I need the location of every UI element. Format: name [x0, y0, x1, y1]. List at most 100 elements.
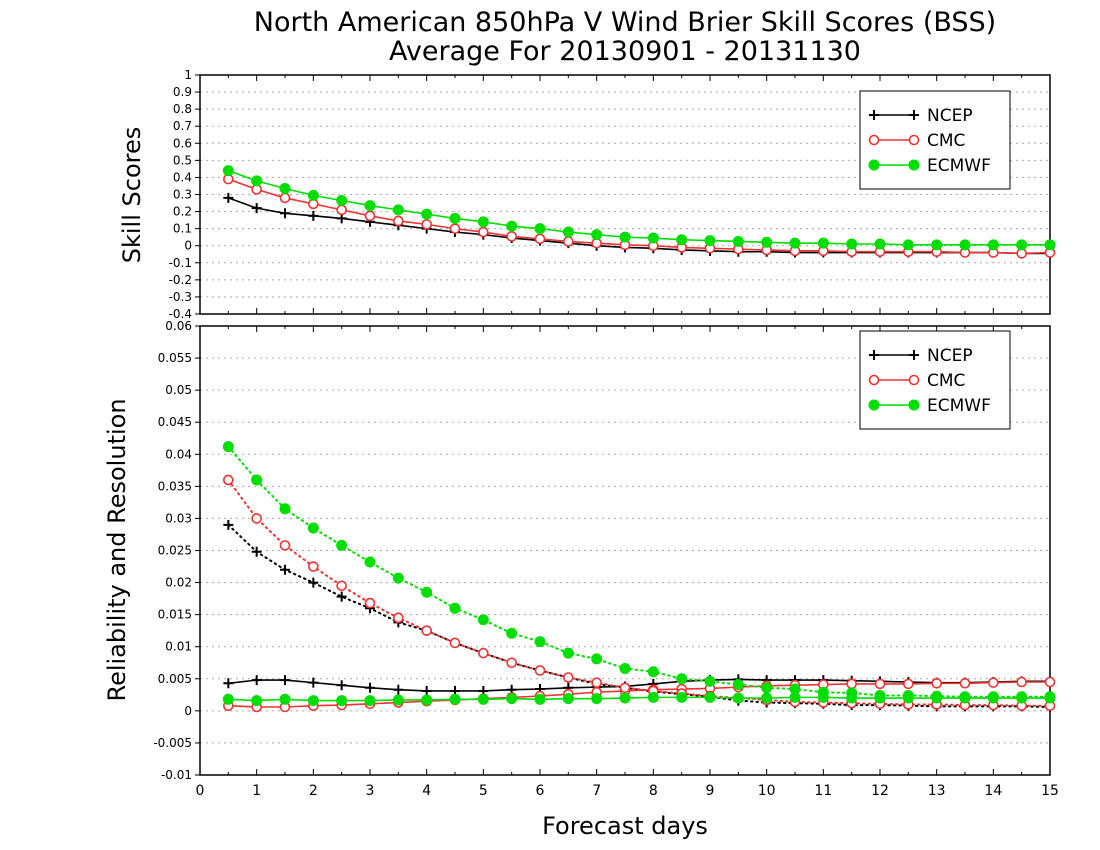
bottom-y-tick-label: 0.055	[158, 351, 192, 365]
top-ncep-point	[251, 203, 262, 214]
bottom-ncep-point	[421, 685, 432, 696]
top-ecmwf-point	[449, 212, 461, 224]
top-y-tick-label: -0.4	[169, 307, 192, 321]
top-ncep-point	[308, 210, 319, 221]
bottom-bottom-series-5-point	[987, 691, 999, 703]
bottom-bottom-series-5-point	[959, 691, 971, 703]
bottom-bottom-series-1-dotted-line	[227, 523, 1051, 709]
top-ecmwf-point	[506, 220, 518, 232]
bottom-ncep-point	[251, 675, 262, 686]
bottom-legend-marker	[869, 350, 879, 360]
top-cmc-point	[449, 223, 461, 234]
top-ecmwf-point	[704, 235, 716, 247]
x-tick-label: 2	[309, 783, 318, 799]
top-panel: -0.4 -0.3 -0.2 -0.1 0 0.1 0.2 0.3 0.4 0.5 0.6 0.7 0.…	[169, 68, 1056, 321]
bottom-bottom-series-3-point	[478, 647, 489, 659]
bottom-bottom-series-3-point	[421, 625, 432, 636]
bottom-bottom-series-1-point	[280, 564, 290, 575]
top-y-tick-label: 0.4	[173, 170, 192, 184]
chart-title-line2: Average For 20130901 - 20131130	[389, 36, 861, 67]
bottom-y-tick-label: 0.04	[165, 447, 192, 461]
top-legend-box	[859, 90, 1011, 190]
top-cmc-point	[421, 219, 432, 230]
bottom-y-axis-label: Reliability and Resolution	[103, 398, 131, 701]
bottom-bottom-series-3-point	[534, 665, 546, 676]
bottom-ncep-point	[393, 684, 404, 695]
bottom-bottom-series-1-point	[223, 519, 234, 530]
bottom-ecmwf-point	[307, 695, 319, 707]
top-y-tick-label: 0.6	[173, 136, 192, 150]
top-cmc-point	[506, 231, 517, 242]
top-ncep-point	[280, 208, 290, 219]
top-ecmwf-point	[846, 238, 858, 250]
x-tick-label: 6	[536, 783, 545, 799]
bottom-cmc-point	[874, 678, 886, 690]
bottom-bottom-series-3-point	[336, 580, 347, 592]
top-y-axis-label: Skill Scores	[118, 127, 146, 264]
bottom-bottom-series-3-point	[251, 513, 262, 524]
bottom-y-tick-label: 0.025	[158, 544, 192, 558]
top-ecmwf-point	[251, 175, 263, 187]
bottom-y-tick-label: 0.015	[158, 608, 192, 622]
bottom-ecmwf-point	[279, 693, 291, 705]
bottom-bottom-series-3-point	[591, 677, 602, 688]
top-y-tick-label: 0	[184, 239, 192, 253]
bottom-bottom-series-5-point	[676, 673, 688, 685]
bottom-bottom-series-1-point	[336, 591, 347, 602]
bottom-ecmwf-point	[421, 694, 433, 706]
bottom-y-tick-label: 0.01	[165, 640, 192, 654]
bottom-ecmwf-point	[392, 694, 404, 706]
top-legend-marker	[868, 159, 880, 171]
bottom-cmc-point	[931, 677, 942, 689]
bottom-ncep-point	[308, 677, 319, 688]
bottom-cmc-point	[1044, 676, 1056, 688]
top-ecmwf-point	[534, 223, 546, 235]
top-y-tick-label: 0.9	[173, 85, 192, 99]
top-y-tick-label: -0.2	[169, 273, 192, 287]
bottom-y-tick-label: 0.05	[165, 383, 192, 397]
top-ecmwf-point	[1044, 239, 1056, 251]
bottom-y-tick-label: 0.02	[165, 576, 192, 590]
bottom-bottom-series-5-point	[619, 663, 631, 675]
bottom-bottom-series-5-point	[591, 653, 603, 665]
top-y-tick-label: 0.8	[173, 102, 192, 116]
top-legend-label: CMC	[927, 131, 965, 151]
bottom-ncep-point	[365, 682, 375, 693]
top-ecmwf-point	[789, 237, 801, 249]
top-ecmwf-point	[279, 183, 291, 195]
bottom-bottom-series-1-point	[308, 577, 319, 588]
top-ecmwf-point	[987, 239, 999, 251]
bottom-bottom-series-5-dotted-line	[227, 445, 1051, 698]
top-ecmwf-point	[307, 189, 319, 201]
bottom-bottom-series-1-point	[251, 546, 262, 557]
top-y-tick-label: 0.3	[173, 188, 192, 202]
top-ecmwf-point	[676, 234, 688, 246]
bottom-bottom-series-5-point	[817, 686, 829, 698]
top-ecmwf-point	[392, 204, 404, 216]
bottom-bottom-series-5-point	[846, 687, 858, 699]
bottom-y-tick-label: 0	[184, 704, 192, 718]
top-y-tick-label: -0.1	[169, 256, 192, 270]
bottom-legend-label: NCEP	[927, 346, 973, 366]
bottom-cmc-point	[1016, 676, 1027, 688]
bottom-legend: NCEP CMC ECMWF	[859, 330, 1011, 430]
bottom-bottom-series-5-point	[449, 602, 461, 614]
top-ncep-point	[223, 192, 234, 203]
bottom-bottom-series-3-point	[619, 682, 631, 694]
bottom-bottom-series-3-point	[308, 561, 319, 572]
top-legend-label: ECMWF	[927, 156, 991, 176]
bottom-bottom-series-5-point	[251, 474, 263, 486]
top-cmc-point	[534, 233, 546, 245]
bottom-plot-frame	[199, 325, 1051, 776]
top-y-tick-label: 0.7	[173, 119, 192, 133]
bottom-bottom-series-5-point	[477, 614, 489, 626]
bottom-ncep-point	[336, 680, 347, 691]
bottom-legend-label: ECMWF	[927, 396, 991, 416]
top-ecmwf-point	[619, 231, 631, 243]
bottom-bottom-series-3-point	[506, 657, 517, 669]
bottom-legend-label: CMC	[927, 371, 965, 391]
bottom-bottom-series-5-point	[704, 675, 716, 687]
bottom-legend-marker	[908, 399, 920, 411]
bottom-legend-marker	[909, 350, 919, 360]
bottom-ecmwf-point	[336, 695, 348, 707]
